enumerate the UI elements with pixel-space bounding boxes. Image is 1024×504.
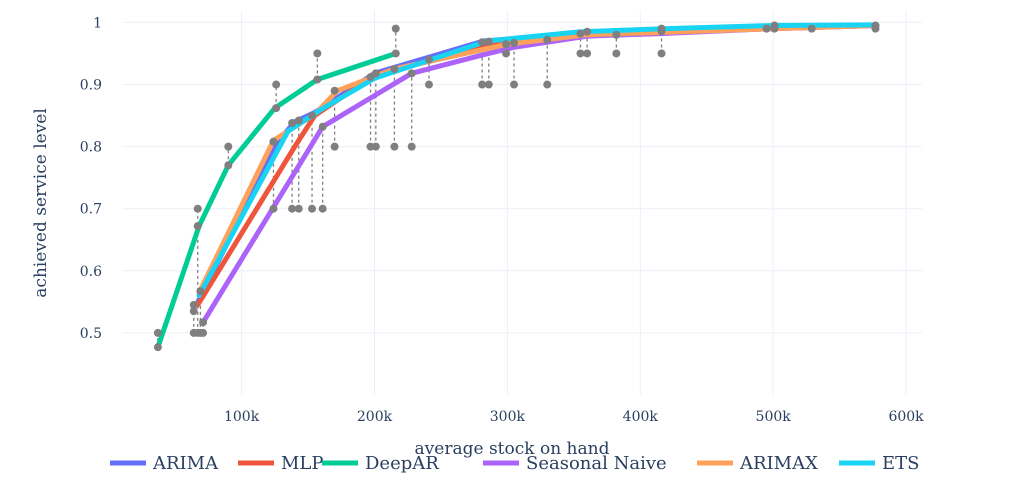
legend-label: ARIMA bbox=[152, 453, 219, 474]
y-tick-label: 0.8 bbox=[80, 140, 102, 156]
series-line-seasonal-naive bbox=[200, 23, 880, 325]
data-point bbox=[294, 204, 303, 213]
data-point bbox=[371, 69, 380, 78]
x-axis-ticks: 100k 200k 300k 400k 500k 600k bbox=[224, 409, 924, 425]
marker-points bbox=[153, 21, 880, 352]
y-tick-label: 0.5 bbox=[80, 326, 102, 342]
data-point bbox=[224, 161, 233, 170]
data-point bbox=[478, 80, 487, 89]
data-point bbox=[407, 142, 416, 151]
data-point bbox=[583, 49, 592, 58]
data-point bbox=[502, 49, 511, 58]
data-point bbox=[272, 104, 281, 113]
x-tick-label: 600k bbox=[888, 409, 924, 425]
data-point bbox=[390, 64, 399, 73]
data-point bbox=[288, 204, 297, 213]
data-point bbox=[288, 119, 297, 128]
legend-label: ARIMAX bbox=[739, 453, 818, 474]
data-point bbox=[153, 328, 162, 337]
data-point bbox=[484, 80, 493, 89]
data-point bbox=[371, 142, 380, 151]
data-point bbox=[330, 142, 339, 151]
legend-item: Seasonal Naive bbox=[483, 453, 667, 474]
legend-item: MLP bbox=[238, 453, 324, 474]
data-point bbox=[330, 86, 339, 95]
data-point bbox=[294, 116, 303, 125]
data-point bbox=[502, 40, 511, 49]
data-point bbox=[390, 142, 399, 151]
data-point bbox=[313, 75, 322, 84]
data-point bbox=[318, 122, 327, 131]
x-tick-label: 500k bbox=[756, 409, 792, 425]
data-point bbox=[196, 287, 205, 296]
data-point bbox=[308, 204, 317, 213]
x-tick-label: 200k bbox=[357, 409, 393, 425]
data-point bbox=[576, 49, 585, 58]
data-point bbox=[391, 49, 400, 58]
data-point bbox=[612, 30, 621, 39]
legend-label: ETS bbox=[882, 453, 919, 474]
legend-label: MLP bbox=[281, 453, 324, 474]
x-tick-label: 300k bbox=[490, 409, 526, 425]
legend-item: ETS bbox=[839, 453, 919, 474]
data-point bbox=[189, 307, 198, 316]
data-point bbox=[770, 21, 779, 30]
data-point bbox=[543, 35, 552, 44]
data-point bbox=[153, 343, 162, 352]
x-axis-title: average stock on hand bbox=[415, 439, 610, 459]
data-point bbox=[199, 318, 208, 327]
legend-label: Seasonal Naive bbox=[526, 453, 667, 474]
data-point bbox=[871, 21, 880, 30]
data-point bbox=[478, 38, 487, 47]
data-point bbox=[424, 55, 433, 64]
y-tick-label: 1 bbox=[93, 15, 102, 31]
y-tick-label: 0.9 bbox=[80, 78, 102, 94]
legend: ARIMA MLP DeepAR Seasonal Naive ARIMAX ETS bbox=[110, 453, 919, 474]
data-point bbox=[612, 49, 621, 58]
data-point bbox=[657, 24, 666, 33]
x-tick-label: 400k bbox=[623, 409, 659, 425]
data-point bbox=[424, 80, 433, 89]
y-tick-label: 0.7 bbox=[80, 202, 102, 218]
data-point bbox=[318, 204, 327, 213]
data-point bbox=[583, 27, 592, 36]
legend-item: ARIMAX bbox=[697, 453, 818, 474]
legend-item: ARIMA bbox=[110, 453, 219, 474]
data-point bbox=[313, 49, 322, 58]
data-point bbox=[269, 204, 278, 213]
data-point bbox=[272, 80, 281, 89]
data-point bbox=[193, 204, 202, 213]
y-axis-title: achieved service level bbox=[31, 108, 51, 298]
data-point bbox=[269, 137, 278, 146]
y-axis-ticks: 0.5 0.6 0.7 0.8 0.9 1 bbox=[80, 15, 102, 341]
data-point bbox=[576, 29, 585, 38]
data-point bbox=[543, 80, 552, 89]
data-point bbox=[762, 24, 771, 33]
x-tick-label: 100k bbox=[224, 409, 260, 425]
data-point bbox=[391, 24, 400, 33]
data-point bbox=[484, 37, 493, 46]
series-line-deepar bbox=[155, 51, 399, 350]
data-point bbox=[510, 80, 519, 89]
data-point bbox=[308, 111, 317, 120]
data-point bbox=[407, 69, 416, 78]
legend-label: DeepAR bbox=[365, 453, 439, 474]
series-lines bbox=[155, 22, 880, 350]
data-point bbox=[510, 38, 519, 47]
data-point bbox=[199, 328, 208, 337]
y-tick-label: 0.6 bbox=[80, 264, 102, 280]
data-point bbox=[657, 49, 666, 58]
data-point bbox=[807, 24, 816, 33]
data-point bbox=[189, 300, 198, 309]
legend-item: DeepAR bbox=[322, 453, 439, 474]
data-point bbox=[224, 142, 233, 151]
data-point bbox=[193, 222, 202, 231]
